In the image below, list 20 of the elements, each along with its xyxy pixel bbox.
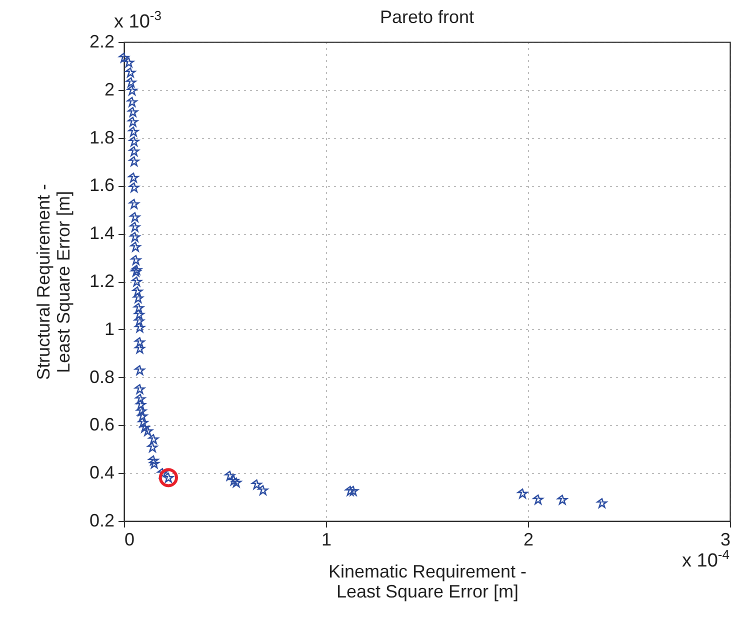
x-axis-title: Kinematic Requirement - Least Square Error [m] xyxy=(328,562,527,602)
y-tick-label: 0.8 xyxy=(89,366,114,387)
y-axis-title: Structural Requirement - Least Square Error [m] xyxy=(33,184,74,380)
text: x 10$^{-3}$ xyxy=(114,8,162,34)
y-tick-label: 1.2 xyxy=(89,271,114,291)
y-tick-label: 0.2 xyxy=(89,510,114,530)
y-tick-label: 0.6 xyxy=(89,414,114,435)
y-tick-label: 1.4 xyxy=(89,223,114,244)
y-tick-label: 2 xyxy=(104,79,114,100)
text: x 10$^{-4}$ xyxy=(682,547,730,572)
y-tick-label: 1.6 xyxy=(89,175,114,196)
y-tick-label: 2.2 xyxy=(89,32,114,52)
chart-title: Pareto front xyxy=(380,7,474,27)
x-tick-label: 3 xyxy=(720,530,730,550)
x-tick-label: 1 xyxy=(321,530,332,550)
y-tick-label: 1.8 xyxy=(89,127,114,148)
y-tick-label: 1 xyxy=(104,318,114,339)
x-tick-label: 0 xyxy=(124,530,135,550)
x-tick-label: 2 xyxy=(523,530,534,550)
y-tick-label: 0.4 xyxy=(89,462,114,483)
